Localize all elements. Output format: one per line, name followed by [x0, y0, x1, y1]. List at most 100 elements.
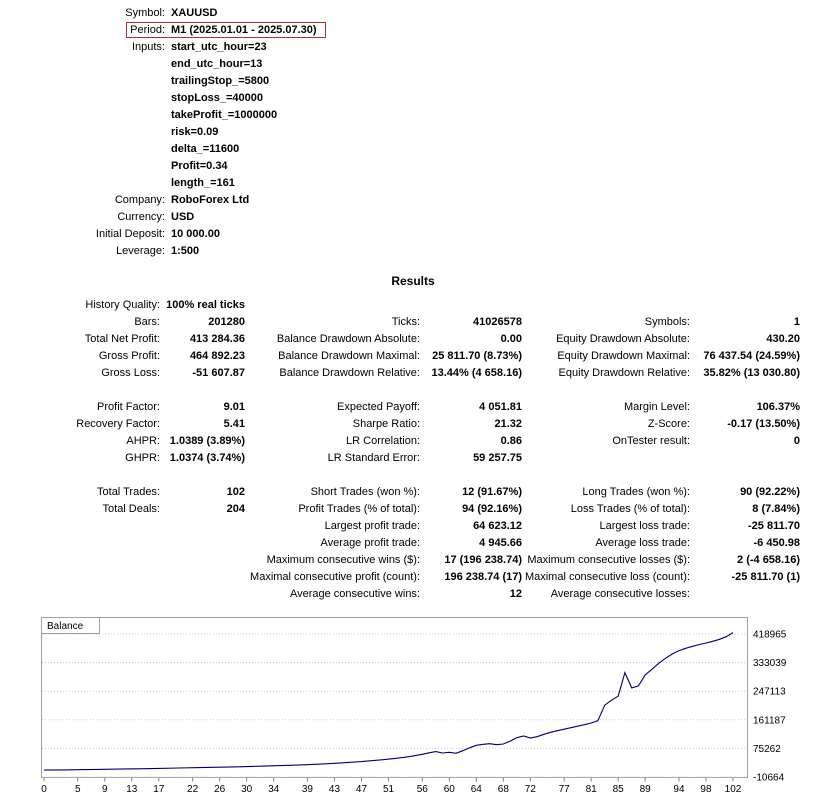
result-value: [160, 569, 245, 586]
x-axis-label: 89: [640, 784, 652, 795]
result-value: 41026578: [473, 316, 522, 328]
x-axis-label: 39: [302, 784, 314, 795]
y-axis-label: 333039: [753, 658, 787, 669]
x-axis-label: 51: [383, 784, 395, 795]
legend-label: Balance: [47, 621, 84, 632]
header-value: delta_=11600: [171, 143, 240, 155]
result-value: 59 257.75: [473, 452, 522, 464]
header-row: Inputs: start_utc_hour=23: [0, 39, 826, 56]
results-row: [0, 467, 826, 484]
header-label: [0, 90, 165, 107]
result-value: 1.0374 (3.74%): [169, 452, 245, 464]
header-value: stopLoss_=40000: [171, 92, 264, 104]
header-value: 10 000.00: [171, 228, 220, 240]
result-value: 25 811.70 (8.73%): [432, 350, 522, 362]
header-row: Leverage: 1:500: [0, 243, 826, 260]
result-label: Balance Drawdown Maximal:: [278, 350, 420, 362]
result-value: 9.01: [223, 401, 245, 413]
result-label: [0, 518, 160, 535]
results-row: GHPR: 1.0374 (3.74%) LR Standard Error: 59 …: [0, 450, 826, 467]
y-axis-label: -10664: [753, 773, 785, 784]
result-label: Maximal consecutive loss (count):: [524, 571, 690, 583]
header-value: trailingStop_=5800: [171, 75, 270, 87]
x-axis-label: 102: [725, 784, 742, 795]
results-row: Profit Factor: 9.01 Expected Payoff: 4 051.…: [0, 399, 826, 416]
result-label: [522, 297, 690, 314]
y-axis-label: 247113: [753, 687, 786, 698]
result-value: 64 623.12: [473, 520, 522, 532]
y-axis-label: 418965: [753, 630, 787, 641]
x-axis-label: 17: [153, 784, 165, 795]
result-value: 430.20: [766, 333, 800, 345]
result-label: [0, 552, 160, 569]
results-row: Gross Profit: 464 892.23 Balance Drawdown …: [0, 348, 826, 365]
result-value: 0: [793, 435, 800, 447]
result-value: 5.41: [223, 418, 245, 430]
result-label: GHPR:: [125, 452, 160, 464]
result-label: Total Deals:: [102, 503, 160, 515]
header-value: M1 (2025.01.01 - 2025.07.30): [171, 24, 317, 36]
result-label: LR Correlation:: [346, 435, 420, 447]
result-value: 413 284.36: [189, 333, 245, 345]
result-value: 464 892.23: [189, 350, 245, 362]
result-value: -51 607.87: [192, 367, 245, 379]
report-header: Symbol: XAUUSD Period: M1 (2025.01.01 - 202…: [0, 5, 826, 260]
results-row: Largest profit trade: 64 623.12 Largest lo…: [0, 518, 826, 535]
result-value: -25 811.70 (1): [731, 571, 801, 583]
result-value: [690, 586, 800, 603]
x-axis-label: 0: [41, 784, 47, 795]
result-label: Total Trades:: [97, 486, 160, 498]
header-label: [0, 124, 165, 141]
result-label: Gross Loss:: [101, 367, 160, 379]
x-axis-label: 43: [329, 784, 341, 795]
header-row: takeProfit_=1000000: [0, 107, 826, 124]
result-label: Gross Profit:: [98, 350, 160, 362]
result-label: Average consecutive wins:: [289, 588, 420, 600]
result-value: 21.32: [494, 418, 522, 430]
header-label: Leverage:: [116, 245, 165, 257]
x-axis-label: 5: [75, 784, 81, 795]
x-axis-label: 9: [102, 784, 108, 795]
result-label: Balance Drawdown Relative:: [279, 367, 420, 379]
x-axis-label: 85: [613, 784, 625, 795]
header-row: Company: RoboForex Ltd: [0, 192, 826, 209]
result-value: 106.37%: [756, 401, 800, 413]
result-value: 13.44% (4 658.16): [431, 367, 522, 379]
header-label: Initial Deposit:: [95, 228, 165, 240]
header-value: RoboForex Ltd: [171, 194, 250, 206]
result-label: [0, 535, 160, 552]
result-label: Maximum consecutive wins ($):: [266, 554, 420, 566]
header-row: Period: M1 (2025.01.01 - 2025.07.30): [0, 22, 826, 39]
results-table: History Quality: 100% real ticks Bars: 2012…: [0, 297, 826, 603]
x-axis-label: 94: [673, 784, 685, 795]
x-axis-label: 60: [444, 784, 456, 795]
results-title: Results: [391, 274, 435, 288]
result-label: Profit Trades (% of total):: [298, 503, 420, 515]
result-value: [420, 297, 522, 314]
result-label: Total Net Profit:: [84, 333, 160, 345]
header-row: length_=161: [0, 175, 826, 192]
header-value: takeProfit_=1000000: [171, 109, 278, 121]
result-value: -25 811.70: [748, 520, 800, 532]
results-row: Total Trades: 102 Short Trades (won %): 12 …: [0, 484, 826, 501]
results-row: Average profit trade: 4 945.66 Average los…: [0, 535, 826, 552]
result-value: -0.17 (13.50%): [727, 418, 800, 430]
result-label: Sharpe Ratio:: [352, 418, 420, 430]
header-row: Currency: USD: [0, 209, 826, 226]
result-label: [245, 297, 420, 314]
x-axis-label: 98: [700, 784, 712, 795]
result-label: Average consecutive losses:: [550, 588, 690, 600]
x-axis-label: 34: [268, 784, 280, 795]
header-value: end_utc_hour=13: [171, 58, 263, 70]
result-label: Largest loss trade:: [599, 520, 691, 532]
result-value: [160, 586, 245, 603]
result-value: 90 (92.22%): [740, 486, 800, 498]
result-value: 0.86: [500, 435, 522, 447]
x-axis-label: 13: [126, 784, 138, 795]
result-label: OnTester result:: [612, 435, 690, 447]
result-label: Average profit trade:: [320, 537, 420, 549]
result-value: 201280: [208, 316, 245, 328]
result-value: 2 (-4 658.16): [737, 554, 800, 566]
result-value: [160, 535, 245, 552]
